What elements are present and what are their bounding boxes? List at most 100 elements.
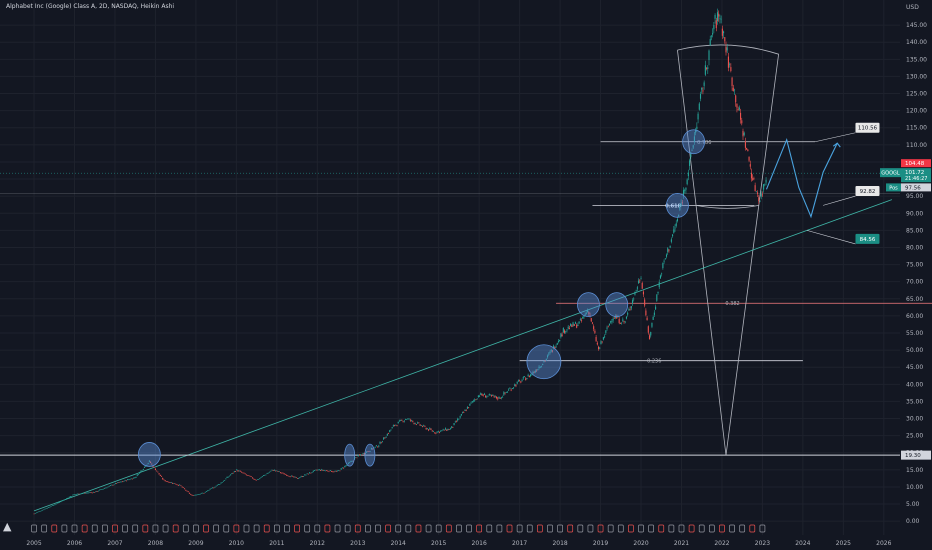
candle-body (113, 484, 115, 486)
candle-body (310, 472, 312, 474)
candle-body (41, 509, 44, 511)
y-tick-label: 130.00 (906, 73, 927, 80)
candle-body (67, 497, 69, 499)
candle-body (413, 422, 415, 424)
candle-body (196, 494, 198, 496)
candle-body (479, 395, 481, 397)
candle-body (721, 28, 723, 36)
candle-body (693, 136, 695, 142)
candle-body (329, 470, 331, 471)
highlight-circle (605, 292, 629, 318)
candle-body (757, 192, 759, 194)
candle-body (186, 490, 188, 492)
annotation-label: 84.56 (860, 237, 876, 243)
symbol-tag-label: GOOGL (881, 171, 900, 177)
candle-body (466, 407, 468, 409)
candle-body (199, 493, 201, 495)
candle-body (662, 263, 664, 269)
candle-body (759, 201, 761, 202)
candle-body (508, 389, 510, 391)
tradingview-logo-icon[interactable]: ▲ (3, 520, 12, 533)
candle-body (732, 87, 734, 92)
x-tick-label: 2014 (391, 540, 406, 547)
candle-body (494, 395, 496, 397)
candle-body (608, 323, 611, 326)
candle-body (389, 430, 391, 433)
candle-body (668, 249, 670, 251)
candle-body (419, 424, 421, 426)
candle-body (622, 319, 624, 321)
candle-body (395, 424, 397, 426)
candle-body (523, 376, 526, 377)
candle-body (621, 323, 623, 325)
y-tick-label: 15.00 (906, 467, 923, 474)
candle-body (74, 494, 76, 495)
event-marker-icon (739, 524, 746, 533)
candle-body (126, 479, 129, 481)
candle-body (35, 512, 38, 514)
candle-body (765, 179, 767, 183)
event-marker-icon (628, 524, 634, 533)
candle-body (73, 494, 75, 495)
candle-body (550, 349, 552, 352)
fib-label: 0.382 (725, 301, 739, 307)
candle-body (704, 65, 706, 75)
y-tick-label: 80.00 (906, 244, 923, 251)
candle-body (639, 280, 641, 282)
candle-body (758, 197, 760, 202)
time-axis[interactable]: 2005 2006 2007 2008 2009 2010 2011 2012 2013 2014… (26, 540, 891, 547)
candle-body (184, 488, 186, 490)
candle-body (587, 310, 589, 313)
fib-label: 0.618 (665, 203, 681, 209)
event-marker-icon (476, 524, 483, 533)
candle-body (544, 360, 546, 362)
horizontal-line-price-label: 19.30 (905, 453, 921, 459)
candle-body (430, 428, 432, 430)
candle-body (60, 501, 62, 503)
candle-body (449, 428, 451, 430)
candle-body (532, 371, 534, 374)
candle-body (384, 437, 386, 439)
event-marker-icon (445, 524, 452, 533)
candle-body (656, 294, 658, 301)
candle-body (114, 483, 116, 484)
candle-body (82, 493, 84, 494)
candle-body (355, 457, 357, 458)
candle-body (299, 477, 301, 479)
candle-body (377, 446, 379, 448)
event-marker-icon (698, 524, 705, 533)
candle-body (192, 495, 194, 496)
candle-body (283, 473, 285, 475)
candle-body (585, 313, 587, 314)
candle-body (680, 202, 682, 206)
event-marker-icon (294, 524, 300, 533)
candle-body (437, 431, 439, 432)
y-tick-label: 135.00 (906, 56, 927, 63)
candle-body (287, 475, 289, 477)
candle-body (707, 67, 709, 70)
currency-label: USD (906, 4, 919, 11)
candle-body (576, 324, 578, 328)
candle-body (230, 474, 232, 476)
candle-body (500, 397, 502, 399)
candle-body (89, 492, 91, 494)
candle-body (323, 470, 325, 472)
candle-body (125, 480, 127, 482)
candle-body (198, 494, 200, 495)
y-tick-label: 0.00 (906, 518, 920, 525)
candle-body (525, 378, 527, 381)
candle-body (375, 445, 377, 447)
candle-body (301, 476, 303, 478)
candle-body (572, 322, 574, 326)
candle-body (517, 380, 519, 382)
candle-body (519, 380, 521, 381)
candle-body (697, 113, 699, 120)
x-tick-label: 2008 (148, 540, 163, 547)
candle-body (480, 392, 482, 395)
x-tick-label: 2022 (714, 540, 729, 547)
candle-body (265, 474, 267, 476)
candle-body (266, 473, 268, 475)
candle-body (150, 461, 152, 463)
event-marker-icon (122, 524, 128, 533)
